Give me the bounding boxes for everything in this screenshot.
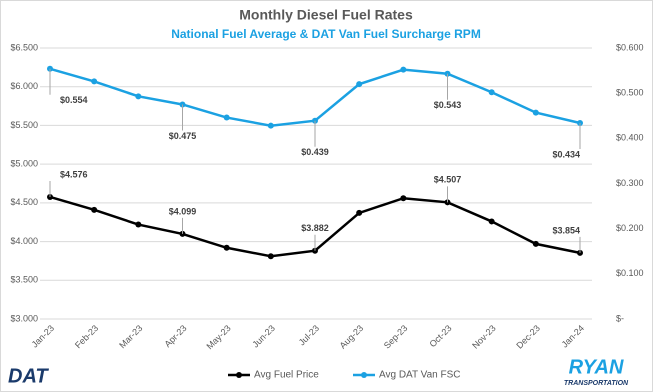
y-tick-label: $4.500 [10, 197, 38, 207]
data-label: $0.554 [60, 95, 88, 105]
logo-dat: DAT [8, 365, 49, 387]
legend-marker [361, 372, 367, 378]
point [135, 93, 142, 100]
y2-tick-label: $0.200 [616, 223, 644, 233]
data-label: $0.434 [552, 149, 580, 159]
data-label: $0.475 [169, 131, 197, 141]
y2-tick-label: $0.100 [616, 268, 644, 278]
data-label: $0.543 [434, 100, 462, 110]
point [356, 209, 363, 216]
data-label: $3.882 [301, 223, 329, 233]
point [135, 221, 142, 228]
legend-label: Avg Fuel Price [254, 370, 319, 381]
y2-tick-label: $0.500 [616, 88, 644, 98]
point [532, 240, 539, 247]
logo-ryan: RYAN [569, 356, 624, 378]
point [91, 206, 98, 213]
point [488, 218, 495, 225]
point [532, 109, 539, 116]
point [488, 89, 495, 96]
point [223, 114, 230, 121]
point [400, 195, 407, 202]
y-tick-label: $5.500 [10, 120, 38, 130]
chart-subtitle: National Fuel Average & DAT Van Fuel Sur… [171, 27, 481, 41]
y-tick-label: $5.000 [10, 159, 38, 169]
legend-marker [236, 372, 242, 378]
y2-tick-label: $0.600 [616, 42, 644, 52]
y-tick-label: $3.000 [10, 313, 38, 323]
point [356, 81, 363, 88]
y-tick-label: $6.000 [10, 81, 38, 91]
point [91, 78, 98, 85]
logo-ryan-sub: TRANSPORTATION [564, 380, 629, 387]
point [267, 122, 274, 129]
data-label: $4.099 [169, 206, 197, 216]
data-label: $4.576 [60, 169, 88, 179]
data-label: $0.439 [301, 147, 329, 157]
y2-tick-label: $0.400 [616, 133, 644, 143]
data-label: $3.854 [552, 225, 580, 235]
point [267, 253, 274, 260]
y-tick-label: $6.500 [10, 42, 38, 52]
point [223, 244, 230, 251]
y2-tick-label: $- [616, 313, 624, 323]
y-tick-label: $3.500 [10, 275, 38, 285]
legend-label: Avg DAT Van FSC [379, 370, 461, 381]
chart-title: Monthly Diesel Fuel Rates [239, 7, 413, 23]
y-tick-label: $4.000 [10, 236, 38, 246]
point [400, 66, 407, 73]
y2-tick-label: $0.300 [616, 178, 644, 188]
data-label: $4.507 [434, 175, 462, 185]
